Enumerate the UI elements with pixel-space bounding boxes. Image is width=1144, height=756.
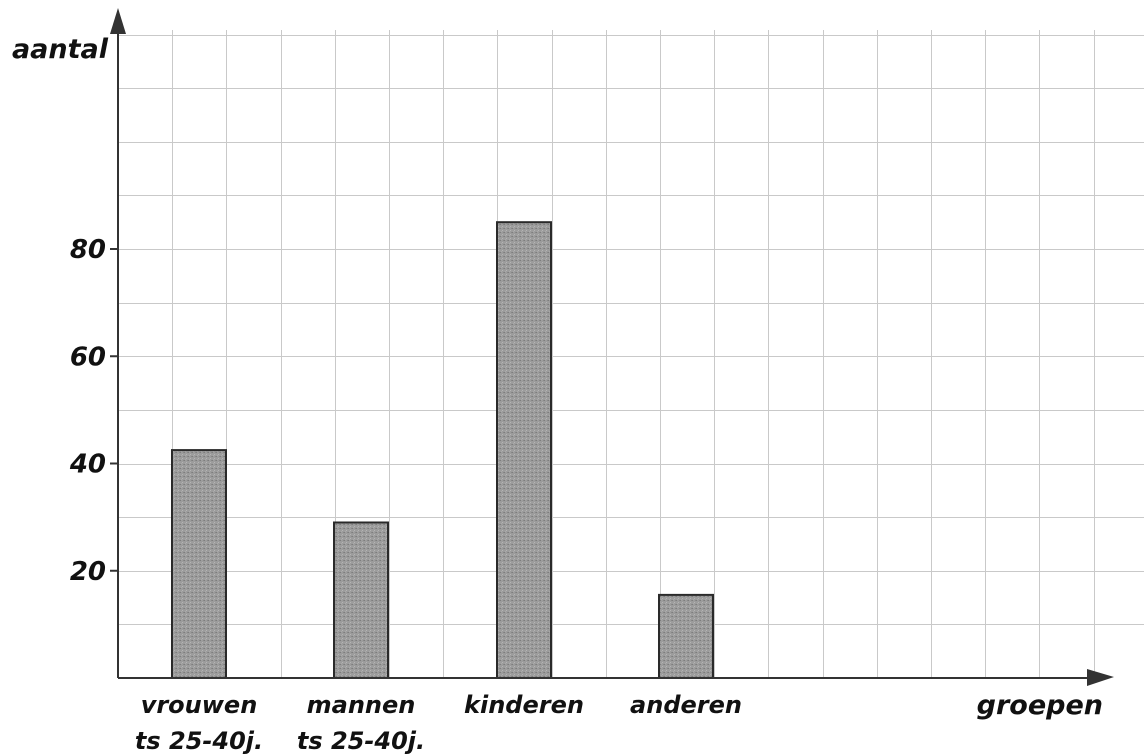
x-category-label: anderen: [630, 691, 742, 719]
bars: [171, 221, 714, 679]
x-category-label: mannen: [307, 691, 416, 719]
y-axis-label: aantal: [12, 34, 109, 65]
y-tick-label: 20: [70, 557, 106, 587]
x-category-labels: vrouwen ts 25-40j. mannen ts 25-40j. kindere…: [135, 691, 742, 755]
x-axis-arrow: [1087, 669, 1114, 686]
bar: [658, 593, 714, 679]
x-category-label: kinderen: [464, 691, 584, 719]
bar: [171, 449, 227, 679]
y-tick-label: 60: [70, 342, 106, 372]
y-tick-label: 80: [70, 235, 106, 265]
x-axis-label: groepen: [977, 690, 1103, 721]
grid-lines: [118, 30, 1144, 678]
y-axis-arrow: [110, 8, 126, 34]
x-category-label: ts 25-40j.: [135, 727, 263, 755]
y-tick-label: 40: [69, 450, 106, 480]
axes: [110, 8, 1114, 686]
bar: [333, 521, 389, 679]
y-tick-labels: 20 40 60 80: [69, 235, 118, 587]
bar: [496, 221, 552, 679]
x-category-label: vrouwen: [141, 691, 258, 719]
x-category-label: ts 25-40j.: [297, 727, 425, 755]
